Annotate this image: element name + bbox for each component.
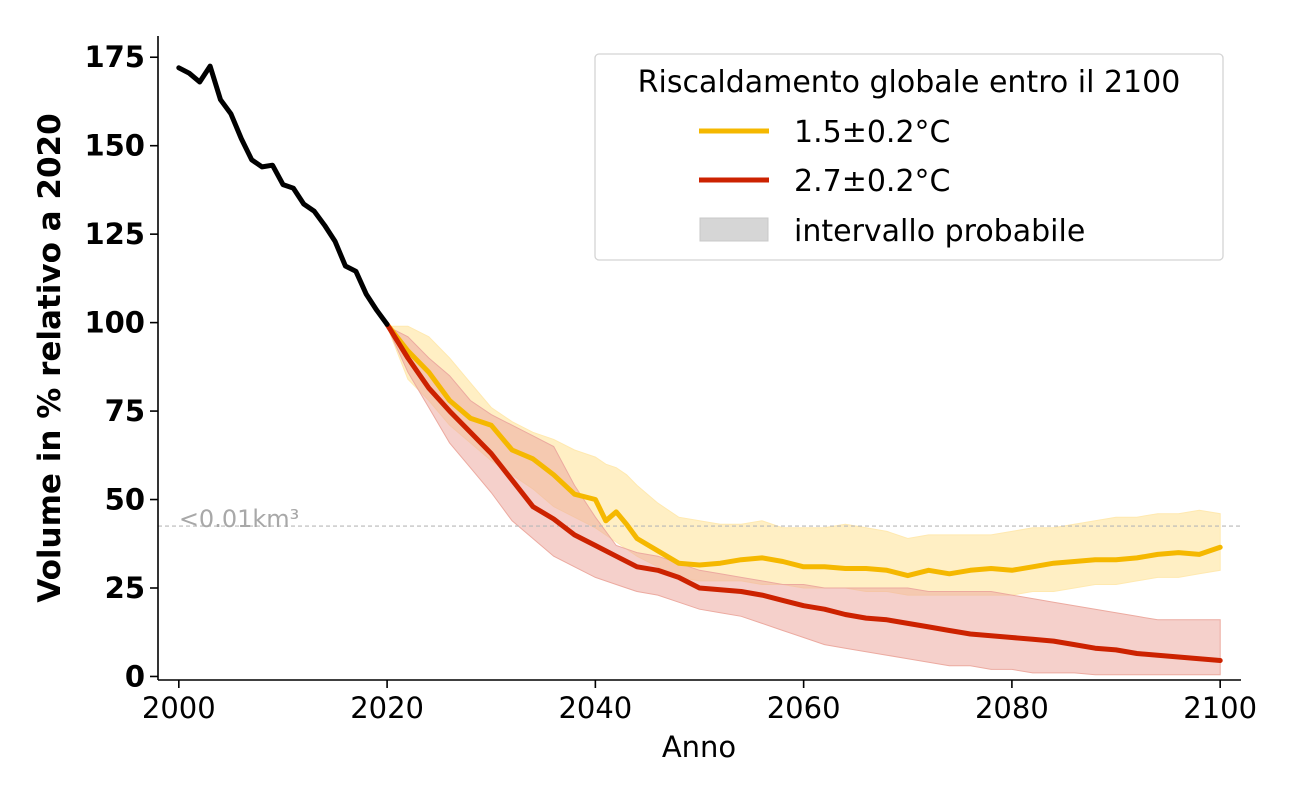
- legend-patch-range: [699, 217, 769, 242]
- y-tick-label: 75: [105, 394, 145, 428]
- legend-label-range: intervallo probabile: [794, 214, 1085, 249]
- x-tick-label: 2000: [142, 691, 216, 725]
- y-tick-label: 50: [105, 483, 145, 517]
- x-tick-label: 2040: [558, 691, 632, 725]
- y-tick-label: 0: [125, 659, 145, 693]
- y-tick-label: 125: [84, 217, 145, 251]
- y-tick-label: 100: [84, 306, 145, 340]
- series-line-2-7: [384, 321, 1223, 663]
- legend-frame: [594, 53, 1224, 261]
- series-line-historical: [176, 63, 390, 327]
- y-ticks: 0 25 50 75 100 125 150 175: [84, 40, 158, 693]
- x-tick-label: 2020: [350, 691, 424, 725]
- y-tick-label: 175: [84, 40, 145, 74]
- legend-title: Riscaldamento globale entro il 2100: [638, 65, 1181, 100]
- series-lines: [176, 63, 1223, 663]
- y-tick-label: 25: [105, 571, 145, 605]
- x-axis-label: Anno: [662, 730, 736, 764]
- y-axis-label: Volume in % relativo a 2020: [32, 113, 68, 602]
- legend-label-1-5: 1.5±0.2°C: [794, 115, 951, 150]
- legend-label-2-7: 2.7±0.2°C: [794, 164, 951, 199]
- likely-range-bands: [386, 325, 1221, 676]
- x-ticks: 2000 2020 2040 2060 2080 2100: [142, 680, 1257, 725]
- series-line-1-5: [384, 321, 1223, 579]
- x-tick-label: 2080: [975, 691, 1049, 725]
- x-tick-label: 2100: [1183, 691, 1257, 725]
- x-tick-label: 2060: [767, 691, 841, 725]
- y-tick-label: 150: [84, 129, 145, 163]
- legend: Riscaldamento globale entro il 2100 1.5±…: [594, 53, 1224, 261]
- band-2-7: [386, 325, 1221, 676]
- threshold-annotation: <0.01km³: [179, 505, 299, 533]
